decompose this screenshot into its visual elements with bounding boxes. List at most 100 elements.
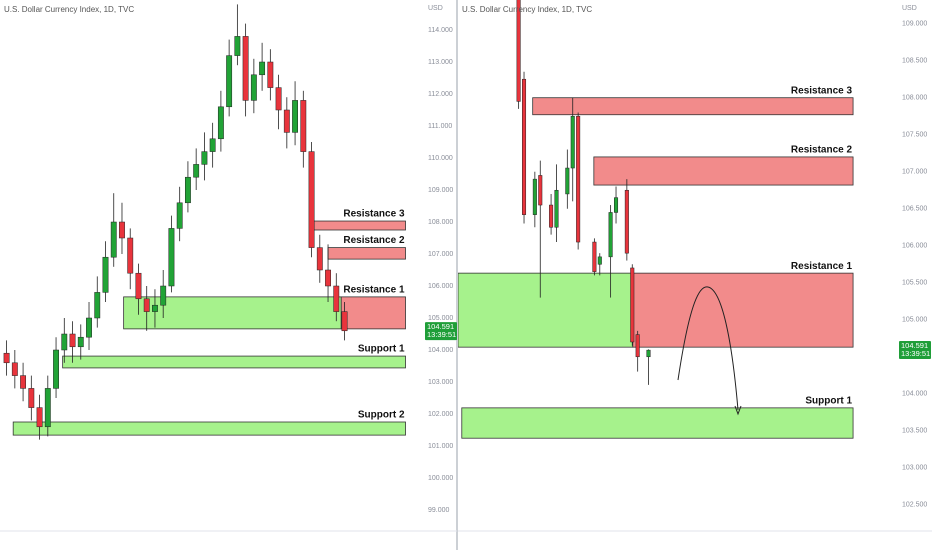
y-tick-label: 108.000	[428, 219, 453, 226]
zone-label: Resistance 1	[791, 261, 853, 272]
y-tick-label: 110.000	[428, 155, 453, 162]
candle-body	[234, 36, 241, 56]
zone-label: Support 2	[358, 410, 405, 421]
candle-body	[110, 221, 117, 258]
plot-layer: JunJulAugSepOctNovDec2023Resistance 3Res…	[3, 0, 931, 514]
last-price-label: 104.591	[427, 322, 454, 331]
candle-body	[592, 241, 597, 272]
candle-body	[135, 272, 142, 300]
candle-body	[36, 407, 43, 428]
last-price-tag	[425, 322, 457, 341]
y-tick-label: 114.000	[428, 27, 453, 34]
candle-body	[624, 189, 629, 254]
zone	[632, 272, 854, 348]
zone	[340, 296, 406, 330]
y-tick-label: 106.500	[902, 206, 927, 213]
candle-body	[69, 333, 76, 348]
candle-body	[576, 115, 581, 243]
chart-title: U.S. Dollar Currency Index, 1D, TVC	[462, 5, 592, 14]
y-tick-label: 106.000	[428, 283, 453, 290]
zone	[309, 220, 406, 231]
y-tick-label: 109.000	[902, 21, 927, 28]
candle-body	[275, 87, 282, 111]
y-tick-label: 100.000	[428, 475, 453, 482]
candle-body	[217, 106, 224, 140]
zone	[327, 247, 406, 260]
candle-body	[259, 61, 266, 76]
y-tick-label: 111.000	[428, 123, 452, 130]
zone-label: Support 1	[805, 396, 852, 407]
y-tick-label: 105.500	[902, 280, 927, 287]
last-price-label: 104.591	[901, 341, 928, 350]
zone-label: Resistance 2	[791, 145, 853, 156]
candle-body	[325, 269, 331, 287]
candle-body	[168, 228, 175, 287]
candle-body	[341, 311, 348, 332]
y-tick-label: 109.000	[428, 187, 453, 194]
candle-body	[242, 36, 249, 101]
y-tick-label: 103.500	[902, 428, 927, 435]
y-tick-label: 104.000	[902, 391, 927, 398]
zone-label: Resistance 2	[343, 235, 405, 246]
zone	[123, 296, 342, 330]
candle-body	[522, 78, 527, 215]
candle-body	[608, 212, 613, 258]
candle-body	[193, 164, 200, 178]
candle-body	[250, 74, 257, 101]
candle-body	[102, 256, 109, 293]
candle-body	[94, 292, 101, 319]
y-tick-label: 105.000	[428, 315, 453, 322]
y-tick-label: 101.000	[428, 443, 453, 450]
candle-body	[538, 175, 543, 206]
y-tick-label: 99.000	[428, 507, 450, 514]
zone	[62, 355, 406, 369]
y-tick-label: 104.000	[428, 347, 453, 354]
candle-body	[201, 151, 208, 165]
candle-body	[597, 256, 602, 265]
y-tick-label: 106.000	[902, 243, 927, 250]
candle-body	[292, 100, 298, 133]
y-tick-label: 112.000	[428, 91, 453, 98]
candle-body	[226, 55, 233, 108]
candle-body	[184, 176, 191, 204]
candle-body	[565, 167, 570, 195]
last-price-tag	[899, 341, 931, 360]
plot-area: Nov1421Dec4250202316Resistance 3Resistan…	[458, 0, 854, 439]
y-tick-label: 107.000	[902, 169, 927, 176]
zone	[461, 407, 854, 439]
y-tick-label: 103.000	[902, 465, 927, 472]
plot-area: JunJulAugSepOctNovDec2023Resistance 3Res…	[3, 4, 406, 440]
candle-body	[77, 336, 84, 348]
candle-body	[333, 285, 340, 312]
candle-body	[630, 267, 635, 343]
candle-body	[532, 178, 537, 215]
zone	[458, 272, 634, 348]
candle-body	[152, 304, 158, 312]
candle-body	[20, 375, 27, 389]
candle-body	[646, 349, 651, 358]
y-tick-label: 102.500	[902, 502, 927, 509]
candle-body	[308, 151, 315, 248]
candle-body	[86, 317, 92, 338]
candle-body	[635, 334, 640, 358]
candle-body	[28, 388, 35, 408]
candle-body	[160, 285, 167, 306]
countdown-label: 13:39:51	[427, 330, 456, 339]
candle-body	[61, 333, 68, 351]
zone-label: Resistance 3	[343, 209, 405, 220]
y-tick-label: 113.000	[428, 59, 453, 66]
y-tick-label: 102.000	[428, 411, 453, 418]
candle-body	[516, 0, 521, 102]
chart-title: U.S. Dollar Currency Index, 1D, TVC	[4, 5, 134, 14]
candle-body	[53, 349, 59, 389]
candle-body	[44, 388, 51, 428]
y-tick-label: 108.500	[902, 58, 927, 65]
projection-arrow	[677, 286, 739, 411]
zone-label: Support 1	[358, 344, 405, 355]
candle-body	[176, 202, 183, 229]
candle-body	[11, 362, 18, 376]
arrow-head	[734, 405, 742, 416]
y-tick-label: 107.000	[428, 251, 453, 258]
zone	[12, 421, 406, 436]
